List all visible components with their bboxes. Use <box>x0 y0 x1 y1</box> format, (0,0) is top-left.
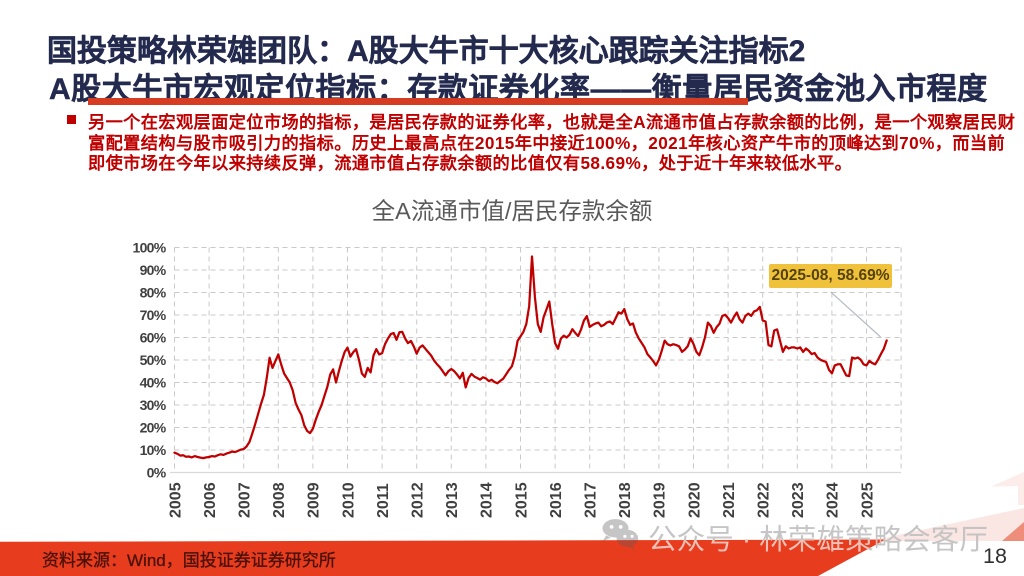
svg-text:2007: 2007 <box>237 482 254 518</box>
svg-text:0%: 0% <box>147 464 167 480</box>
svg-text:100%: 100% <box>132 239 166 255</box>
svg-text:2010: 2010 <box>340 482 357 518</box>
svg-text:80%: 80% <box>140 284 167 300</box>
svg-text:2011: 2011 <box>375 483 392 518</box>
svg-text:2017: 2017 <box>583 482 600 518</box>
svg-text:60%: 60% <box>140 329 167 345</box>
svg-text:2014: 2014 <box>479 482 496 518</box>
svg-text:2008: 2008 <box>271 482 288 518</box>
svg-text:2020: 2020 <box>686 482 703 518</box>
svg-text:2013: 2013 <box>444 482 461 518</box>
svg-text:2012: 2012 <box>410 482 427 518</box>
svg-text:2018: 2018 <box>617 482 634 518</box>
svg-text:40%: 40% <box>140 374 167 390</box>
svg-text:30%: 30% <box>140 397 167 413</box>
svg-text:2023: 2023 <box>790 482 807 518</box>
svg-text:70%: 70% <box>140 307 167 323</box>
svg-text:公众号 · 林荣雄策略会客厅: 公众号 · 林荣雄策略会客厅 <box>648 524 988 556</box>
svg-text:20%: 20% <box>140 419 167 435</box>
svg-text:2021: 2021 <box>721 482 738 518</box>
svg-text:50%: 50% <box>140 352 167 368</box>
svg-text:2005: 2005 <box>167 482 184 518</box>
svg-text:90%: 90% <box>140 262 167 278</box>
svg-text:2019: 2019 <box>652 482 669 518</box>
svg-text:2009: 2009 <box>306 482 323 518</box>
svg-text:10%: 10% <box>140 442 167 458</box>
svg-text:2016: 2016 <box>548 482 565 518</box>
svg-text:2006: 2006 <box>202 482 219 518</box>
svg-text:2024: 2024 <box>825 482 842 518</box>
svg-text:2022: 2022 <box>756 482 773 518</box>
svg-text:2025: 2025 <box>859 482 876 518</box>
svg-text:2015: 2015 <box>513 482 530 518</box>
